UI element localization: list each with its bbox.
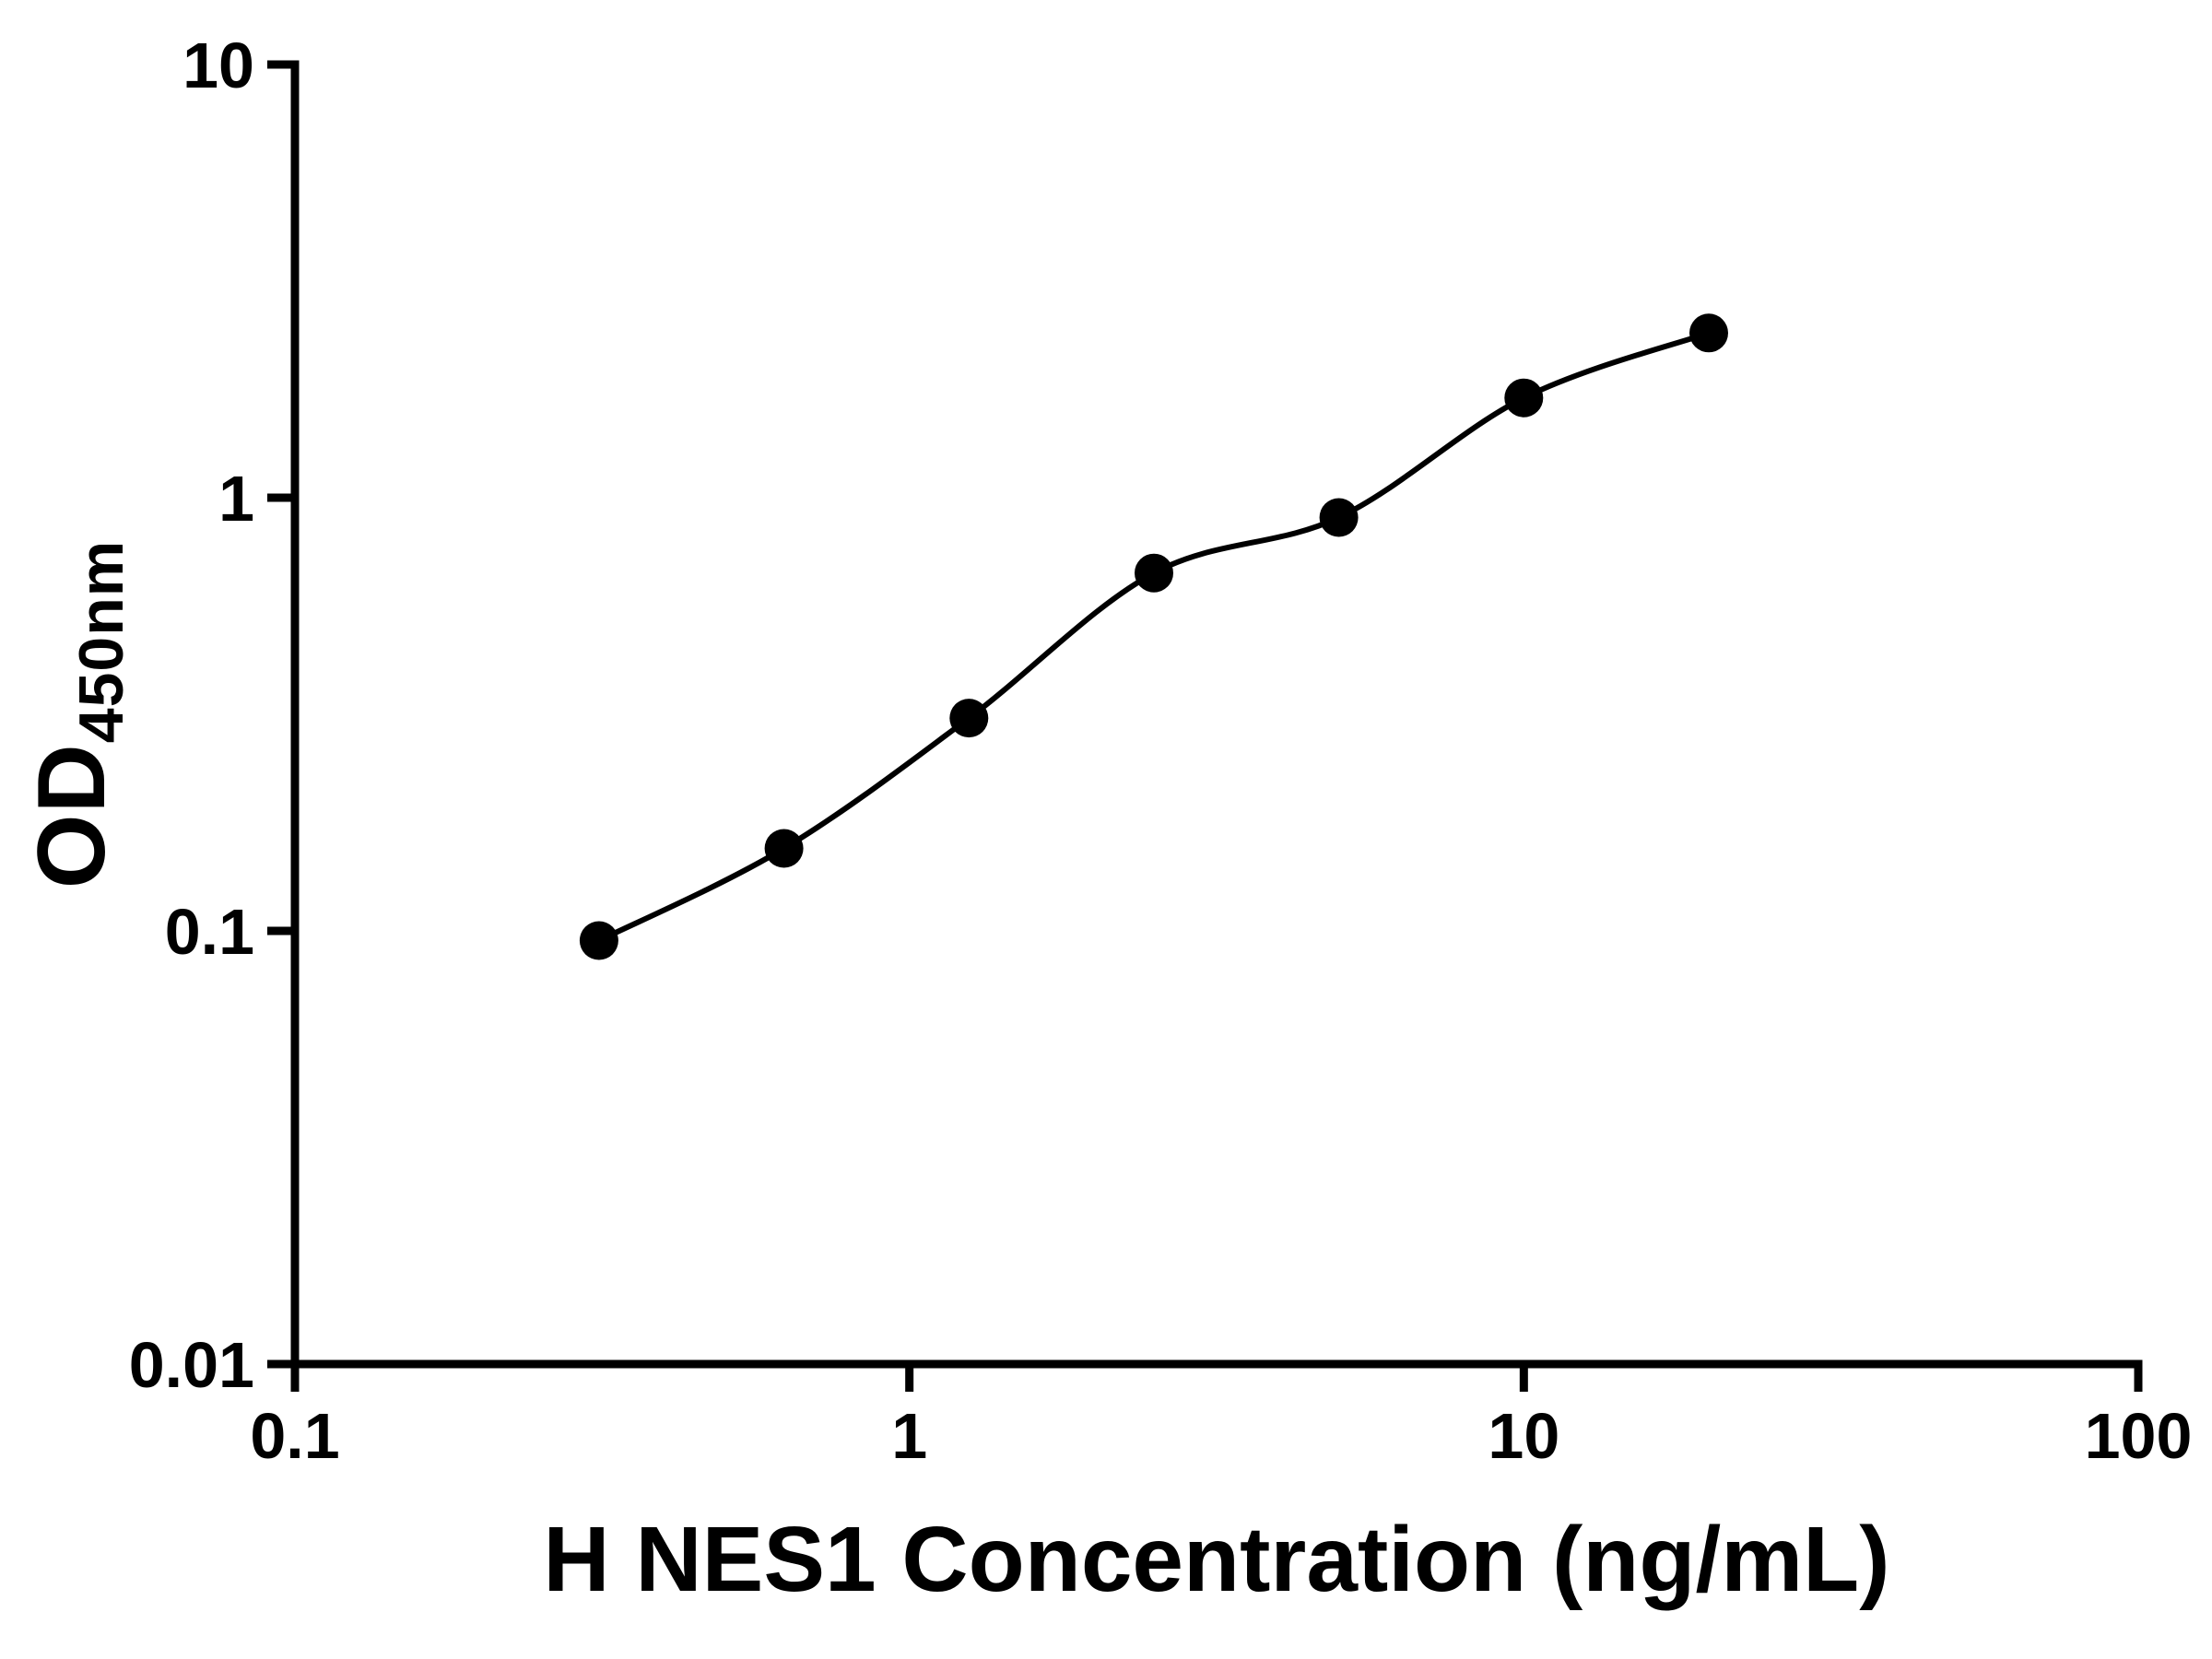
x-tick-label: 1: [891, 1400, 927, 1472]
data-point: [579, 921, 618, 960]
y-tick-label: 1: [218, 463, 254, 535]
data-point: [1504, 378, 1544, 418]
x-tick-label: 100: [2085, 1400, 2193, 1472]
data-point: [1319, 498, 1359, 537]
x-axis-title: H NES1 Concentration (ng/mL): [543, 1508, 1890, 1611]
data-point: [1689, 313, 1728, 353]
y-axis-title: OD450nm: [18, 539, 136, 888]
x-tick-label: 10: [1488, 1400, 1559, 1472]
x-tick-label: 0.1: [250, 1400, 339, 1472]
axis-spines: [290, 60, 2143, 1369]
y-tick-label: 10: [182, 29, 254, 101]
data-point: [764, 829, 804, 868]
y-axis-title-main: OD: [18, 743, 125, 889]
data-point: [949, 699, 989, 738]
data-point: [1135, 553, 1173, 593]
y-tick-label: 0.1: [165, 896, 254, 968]
y-tick-label: 0.01: [129, 1329, 254, 1401]
y-axis-title-subscript: 450nm: [66, 539, 136, 744]
